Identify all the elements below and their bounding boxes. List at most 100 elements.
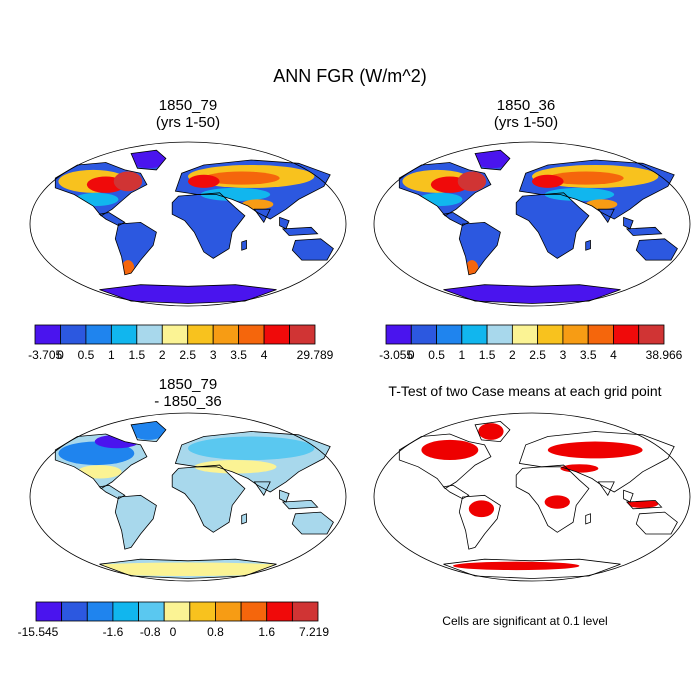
coast-india	[253, 208, 271, 224]
colorbar-tick-label: 2.5	[529, 348, 546, 362]
asia-mid	[544, 187, 615, 202]
panel3-title: 1850_79 - 1850_36	[28, 376, 348, 410]
colorbar-tick-label: 2	[509, 348, 516, 362]
sig-siberia	[547, 441, 643, 459]
panel1-title-line1: 1850_79	[158, 97, 218, 114]
colorbar-tick-label: 3.5	[580, 348, 597, 362]
colorbar-box	[537, 324, 564, 345]
colorbar-box	[163, 601, 191, 622]
colorbar-box	[212, 324, 240, 345]
colorbar-box	[215, 601, 242, 622]
map-panel-2	[373, 141, 691, 307]
colorbar-tick-label: 29.789	[297, 348, 334, 362]
coast-india	[597, 481, 615, 497]
coast-africa	[515, 464, 590, 533]
colorbar-box	[289, 324, 316, 345]
colorbar-tick-label: 0	[57, 348, 64, 362]
panel2-title: 1850_36 (yrs 1-50)	[356, 97, 696, 131]
significance-note: Cells are significant at 0.1 level	[442, 614, 608, 628]
europe-hot	[532, 174, 564, 188]
tibet-hot	[585, 199, 618, 210]
us-diff	[77, 465, 122, 479]
colorbar-tick-label: -15.545	[18, 625, 59, 639]
panel1-title-line2: (yrs 1-50)	[155, 114, 221, 131]
coast-australia	[635, 238, 678, 261]
coast-madagascar	[585, 239, 591, 251]
sig-greenland	[478, 423, 504, 440]
coast-north-america	[54, 162, 148, 217]
colorbar-box	[263, 324, 290, 345]
map-frame	[373, 141, 691, 307]
coast-africa	[171, 192, 246, 259]
coast-south-america	[458, 494, 501, 550]
colorbar-tick-label: 0.8	[207, 625, 224, 639]
colorbar-tick-label: 1.6	[258, 625, 275, 639]
coast-australia	[291, 238, 334, 261]
colorbar-box	[638, 324, 665, 345]
sig-antarctica	[453, 561, 580, 571]
coast-greenland	[130, 420, 167, 443]
colorbar-box	[85, 324, 112, 345]
colorbar-tick-label: 7.219	[299, 625, 329, 639]
coast-eurasia	[518, 431, 675, 493]
colorbar-box	[86, 601, 114, 622]
sig-africa	[544, 495, 570, 509]
antarctic-diff	[61, 562, 315, 576]
colorbar-box	[60, 324, 87, 345]
panel2-title-line1: 1850_36	[496, 97, 556, 114]
colorbar-box	[240, 601, 268, 622]
land-africa	[516, 192, 589, 259]
land-central-america	[443, 485, 469, 499]
land-indonesia	[626, 227, 662, 236]
coast-indonesia	[281, 499, 319, 510]
colorbar-box	[189, 601, 216, 622]
asia-mid	[200, 187, 271, 202]
colorbar-box	[587, 324, 614, 345]
colorbar-tick-label: 2	[159, 348, 166, 362]
colorbar-tick-label: 3	[560, 348, 567, 362]
land-africa	[172, 465, 245, 533]
map-frame	[29, 141, 347, 307]
colorbar-tick-label: -3.055	[379, 348, 413, 362]
colorbar-box	[410, 324, 437, 345]
coast-north-america	[54, 433, 148, 490]
land-central-america	[443, 212, 469, 226]
asia-diff	[194, 460, 277, 474]
arctic-diff	[94, 434, 140, 449]
colorbar-box	[385, 324, 412, 345]
colorbar-box	[238, 324, 265, 345]
colorbar-box	[112, 601, 139, 622]
greenland-field	[129, 150, 168, 169]
colorbar-box	[511, 324, 539, 345]
siberia-hot	[203, 171, 280, 185]
map-panel-3	[29, 412, 347, 582]
coast-greenland	[130, 149, 167, 171]
colorbar-box	[291, 601, 319, 622]
land-africa	[172, 192, 245, 259]
andes-hot	[121, 260, 135, 277]
panel1-title: 1850_79 (yrs 1-50)	[28, 97, 348, 131]
coast-india	[597, 208, 615, 224]
coast-south-america	[458, 221, 501, 276]
andes-hot	[465, 260, 479, 277]
colorbar-box	[138, 601, 165, 622]
coast-indonesia	[625, 226, 663, 236]
colorbar-tick-label: 0.5	[428, 348, 445, 362]
coast-north-america	[398, 162, 492, 217]
hudson-hot	[457, 171, 487, 192]
colorbar-tick-label: 4	[610, 348, 617, 362]
map-frame	[373, 412, 691, 582]
map-panel-4	[373, 412, 691, 582]
field-overlay-4	[421, 423, 659, 571]
coast-indonesia	[625, 499, 663, 510]
coast-madagascar	[241, 513, 247, 525]
colorbar-tick-label: 1	[108, 348, 115, 362]
colorbar-box	[266, 601, 293, 622]
hudson-hot	[113, 171, 143, 192]
field-overlay-3	[58, 421, 315, 576]
land-madagascar	[241, 240, 247, 251]
figure-title: ANN FGR (W/m^2)	[273, 66, 427, 86]
coast-south-america	[114, 221, 157, 276]
land-south-america	[115, 495, 157, 550]
